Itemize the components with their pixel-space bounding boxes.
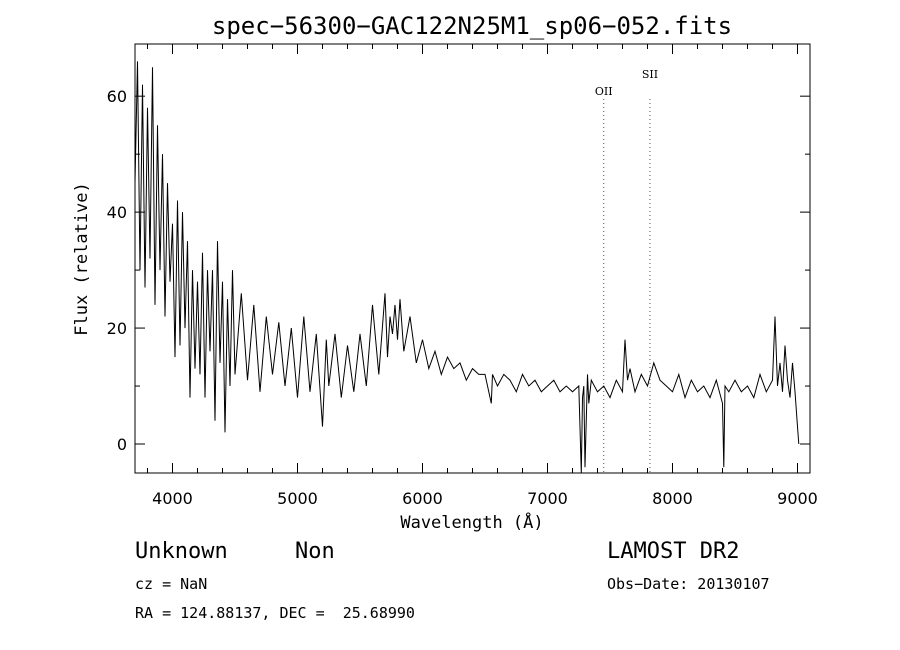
object-subclass: Non xyxy=(295,539,335,564)
annotation-label: OII xyxy=(595,85,613,98)
ra-dec: RA = 124.88137, DEC = 25.68990 xyxy=(135,604,415,622)
survey-label: LAMOST DR2 xyxy=(607,539,740,564)
plot-frame xyxy=(134,43,811,474)
y-tick-label: 20 xyxy=(107,319,127,338)
x-tick-label: 4000 xyxy=(152,489,193,508)
line-annotations: OII SII xyxy=(595,68,658,473)
x-tick-label: 5000 xyxy=(277,489,318,508)
cz-value: cz = NaN xyxy=(135,575,208,593)
axis-ticks: 4000 5000 6000 7000 8000 9000 0 20 40 60 xyxy=(107,44,818,508)
x-tick-label: 9000 xyxy=(777,489,818,508)
y-tick-label: 60 xyxy=(107,87,127,106)
y-axis-label: Flux (relative) xyxy=(72,182,92,336)
x-tick-label: 7000 xyxy=(527,489,568,508)
object-class: Unknown xyxy=(135,539,228,564)
x-tick-label: 8000 xyxy=(652,489,693,508)
spectrum-line xyxy=(134,61,800,474)
chart-title: spec−56300−GAC122N25M1_sp06−052.fits xyxy=(212,12,732,40)
x-axis-label: Wavelength (Å) xyxy=(400,511,543,533)
x-tick-label: 6000 xyxy=(402,489,443,508)
y-tick-label: 0 xyxy=(117,435,127,454)
obs-date: Obs−Date: 20130107 xyxy=(607,575,770,593)
annotation-label: SII xyxy=(642,68,658,81)
y-tick-label: 40 xyxy=(107,203,127,222)
